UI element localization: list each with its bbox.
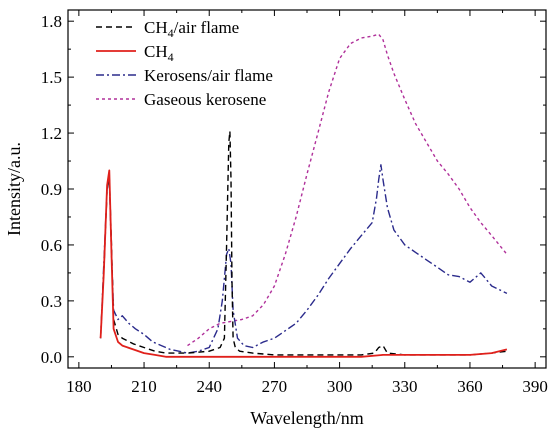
series-line-0 <box>99 130 507 356</box>
legend-label: CH4/air flame <box>144 18 239 40</box>
x-tick-label: 240 <box>196 377 222 396</box>
series-line-1 <box>99 169 508 358</box>
y-tick-label: 0.6 <box>41 236 62 255</box>
x-tick-label: 180 <box>66 377 92 396</box>
y-tick-label: 0.9 <box>41 180 62 199</box>
y-tick-label: 1.8 <box>41 12 62 31</box>
legend-label: Kerosens/air flame <box>144 66 273 85</box>
plot-frame <box>67 9 547 369</box>
x-tick-label: 390 <box>522 377 548 396</box>
y-axis-title: Intensity/a.u. <box>4 142 24 236</box>
y-tick-label: 0.0 <box>41 348 62 367</box>
y-tick-label: 0.3 <box>41 292 62 311</box>
y-tick-label: 1.5 <box>41 68 62 87</box>
x-tick-label: 330 <box>392 377 418 396</box>
legend-label: Gaseous kerosene <box>144 90 266 109</box>
x-tick-label: 300 <box>327 377 353 396</box>
series-layer <box>99 33 508 358</box>
x-tick-label: 360 <box>457 377 483 396</box>
series-line-2 <box>99 164 508 354</box>
x-tick-label: 270 <box>262 377 288 396</box>
y-tick-label: 1.2 <box>41 124 62 143</box>
legend-label: CH4 <box>144 42 174 64</box>
x-tick-label: 210 <box>131 377 157 396</box>
axis-ticks: 180 210 240 270 300 330 360 390 0.0 0.3 0.6 0.9 1.2 1… <box>41 10 548 396</box>
x-axis-title: Wavelength/nm <box>250 408 364 428</box>
